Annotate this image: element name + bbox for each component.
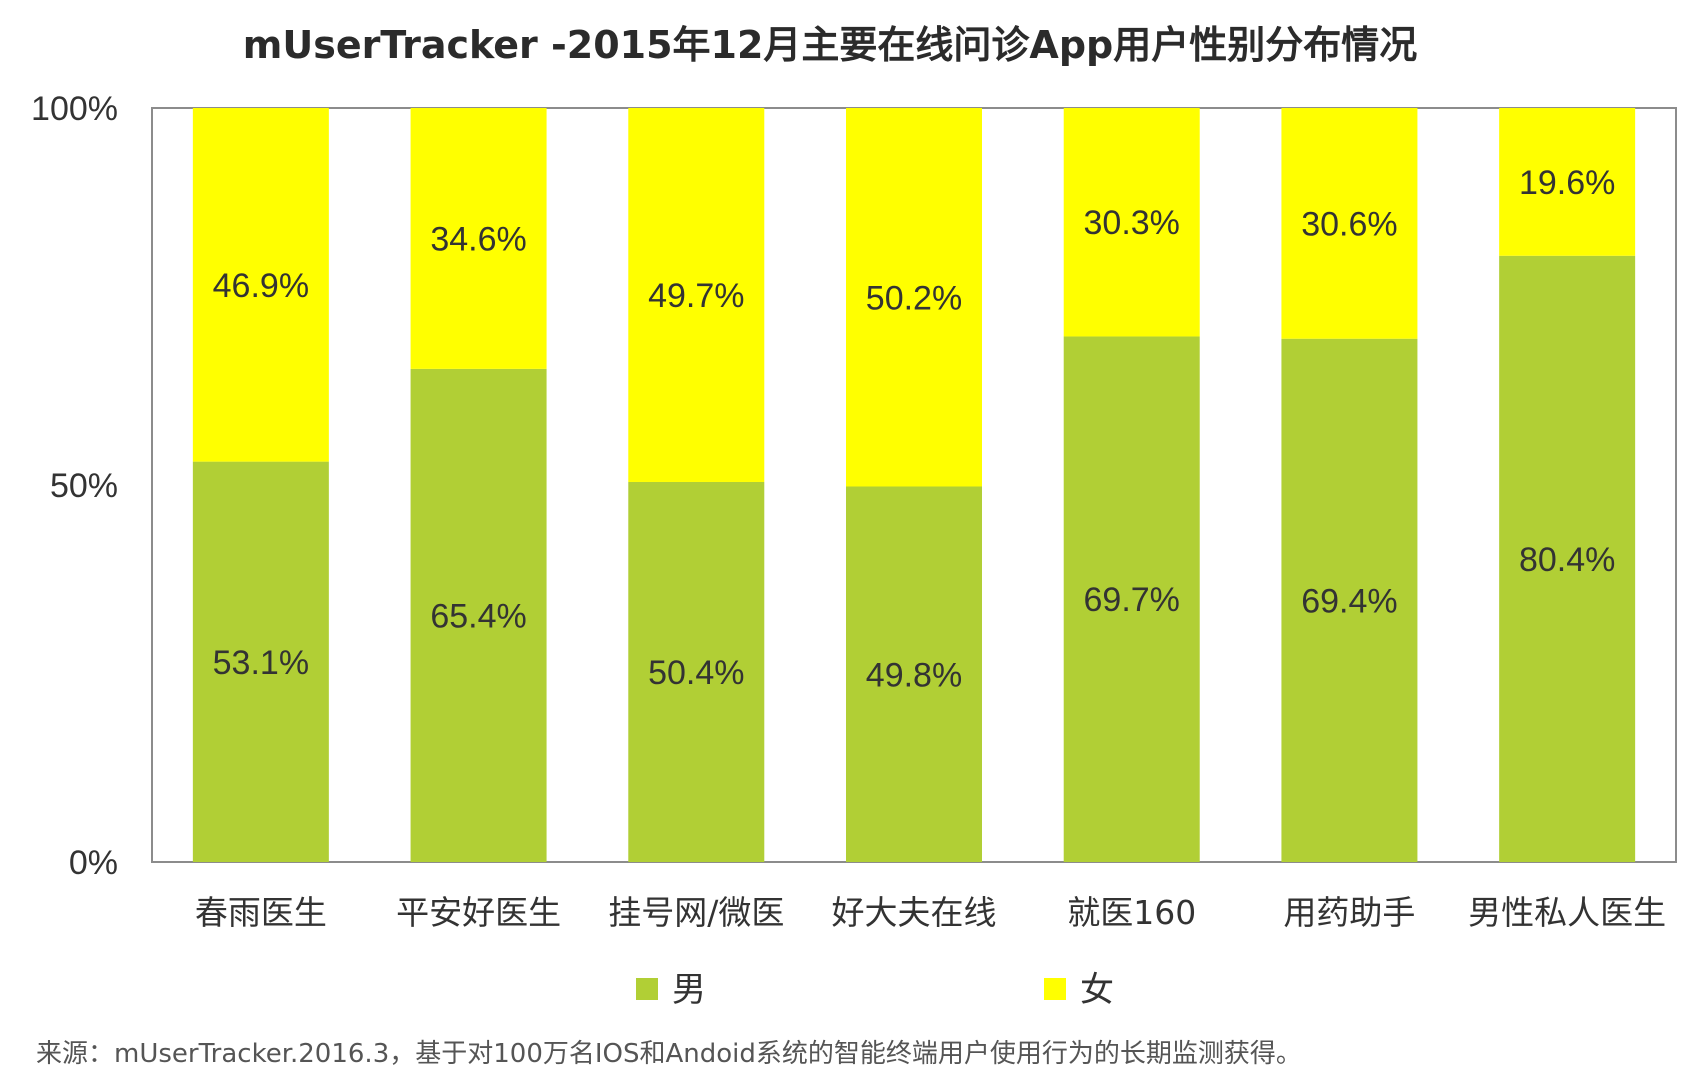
data-label: 46.9% [213,267,309,305]
data-label: 69.4% [1301,582,1397,620]
y-tick-label: 50% [50,467,118,505]
y-tick-label: 100% [31,90,118,128]
legend-swatch [636,978,658,1000]
category-label: 用药助手 [1283,893,1415,932]
data-label: 30.6% [1301,205,1397,243]
bar-segment-male [1499,255,1636,862]
source-note: 来源：mUserTracker.2016.3，基于对100万名IOS和Andoi… [36,1039,1302,1069]
bar-segment-female [410,108,547,369]
data-label: 30.3% [1084,204,1180,242]
category-label: 男性私人医生 [1468,893,1666,932]
bar-segment-female [628,108,765,482]
data-label: 65.4% [430,597,526,635]
bar-segment-female [192,108,329,462]
chart-title: mUserTracker -2015年12月主要在线问诊App用户性别分布情况 [243,23,1417,67]
plot-area: 53.1% 46.9% 65.4% 34.6% 50.4% 49.7% 49.8% 50.2%… [151,107,1677,863]
category-label: 挂号网/微医 [608,893,784,932]
data-label: 49.7% [648,277,744,315]
y-axis: 0% 50% 100% [31,90,118,882]
bar-segment-female [846,108,982,487]
bar-segment-male [846,486,982,862]
bar-segment-male [410,368,547,862]
category-label: 平安好医生 [396,893,561,932]
data-label: 69.7% [1084,581,1180,619]
legend-label: 男 [672,970,706,1010]
data-label: 19.6% [1519,164,1615,202]
data-label: 34.6% [430,220,526,258]
data-label: 50.4% [648,654,744,692]
category-label: 春雨医生 [195,893,327,932]
legend-label: 女 [1080,970,1114,1010]
data-label: 80.4% [1519,541,1615,579]
category-label: 就医160 [1067,893,1196,932]
bar-segment-male [1281,338,1418,862]
bar-segment-male [628,481,765,862]
x-axis: 春雨医生 平安好医生 挂号网/微医 好大夫在线 就医160 用药助手 男性私人医生 [195,893,1666,932]
data-label: 50.2% [866,279,962,317]
legend-swatch [1044,978,1066,1000]
data-label: 53.1% [213,644,309,682]
bar-segment-female [1499,108,1636,256]
y-tick-label: 0% [69,844,118,882]
category-label: 好大夫在线 [832,893,997,932]
bar-segment-female [1281,108,1418,339]
bar-segment-female [1063,108,1200,337]
bar-segment-male [192,461,329,862]
legend: 男女 [636,970,1114,1010]
bar-segment-male [1063,336,1200,862]
data-label: 49.8% [866,656,962,694]
